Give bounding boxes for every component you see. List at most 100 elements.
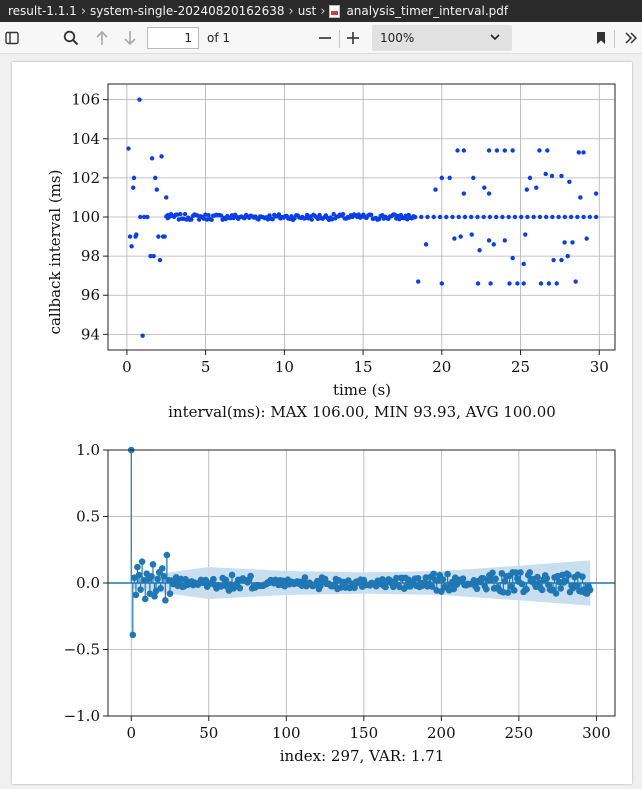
search-button[interactable] (60, 22, 82, 54)
minus-icon (319, 37, 331, 39)
data-point (196, 217, 202, 222)
data-point (573, 279, 578, 284)
previous-page-button[interactable] (92, 22, 112, 54)
data-point (218, 213, 224, 218)
data-point (129, 244, 134, 249)
data-point (543, 214, 549, 220)
acf-caption: index: 297, VAR: 1.71 (280, 747, 445, 765)
bookmark-button[interactable] (592, 22, 610, 54)
pdf-file-icon (329, 4, 341, 18)
x-tick-label: 25 (511, 358, 530, 376)
acf-marker (134, 563, 141, 571)
data-point (575, 214, 580, 220)
acf-marker (538, 586, 546, 594)
data-point (477, 248, 482, 253)
acf-marker (510, 587, 518, 594)
breadcrumb-item[interactable]: result-1.1.1 (8, 4, 77, 18)
y-tick-label: 96 (81, 286, 100, 304)
zoom-in-button[interactable] (343, 22, 363, 54)
breadcrumb-item[interactable]: ust (297, 4, 317, 18)
data-point (488, 281, 493, 286)
data-point (525, 214, 530, 220)
acf-marker (141, 595, 149, 603)
data-point (415, 279, 421, 284)
data-point (523, 232, 528, 237)
scatter-y-axis-label: callback interval (ms) (46, 170, 64, 335)
data-point (148, 253, 153, 259)
data-point (570, 240, 575, 245)
data-point (182, 211, 188, 217)
data-point (510, 148, 515, 153)
data-point (531, 214, 536, 220)
sidebar-toggle-button[interactable] (2, 22, 22, 54)
data-point (127, 234, 133, 239)
x-tick-label: 50 (199, 724, 218, 742)
toolbar-divider (614, 30, 615, 48)
breadcrumb-file[interactable]: analysis_timer_interval.pdf (346, 4, 509, 18)
data-point (471, 175, 476, 181)
next-page-button[interactable] (120, 22, 140, 54)
page-number-input[interactable]: 1 (147, 27, 199, 49)
data-point (419, 214, 424, 220)
data-point (534, 185, 539, 190)
x-tick-label: 5 (201, 358, 211, 376)
data-point (581, 150, 586, 155)
data-point (475, 281, 481, 286)
acf-marker (138, 558, 146, 566)
data-point (309, 217, 314, 222)
data-point (568, 214, 574, 220)
data-point (340, 212, 346, 217)
data-point (137, 97, 142, 102)
acf-chart: 0 50 100 150 200 250 300 −1.0 −0.5 0.0 0.5 1.0 (64, 441, 616, 742)
y-tick-label: 94 (81, 325, 100, 343)
data-point (506, 214, 511, 220)
breadcrumb-item[interactable]: system-single-20240820162638 (90, 4, 285, 18)
data-point (369, 212, 374, 218)
x-tick-label: 0 (122, 358, 132, 376)
data-point (494, 148, 500, 153)
data-point (154, 187, 160, 192)
data-point (475, 214, 480, 220)
data-point (593, 214, 599, 220)
data-point (439, 281, 445, 286)
data-point (437, 214, 443, 220)
data-point (450, 214, 455, 220)
data-point (162, 234, 167, 239)
data-point (165, 212, 171, 218)
y-tick-label: 0.5 (76, 508, 100, 526)
data-point (502, 148, 507, 153)
acf-marker (483, 585, 490, 593)
data-point (521, 261, 526, 267)
chevron-double-right-icon (625, 32, 638, 44)
data-point (562, 240, 567, 245)
acf-marker (382, 583, 389, 591)
acf-marker (163, 551, 171, 559)
acf-marker (565, 571, 572, 579)
acf-marker (414, 574, 422, 582)
data-point (130, 185, 136, 190)
acf-marker (552, 590, 560, 597)
data-point (134, 232, 139, 237)
data-point (425, 214, 430, 220)
zoom-select[interactable]: 100% (372, 25, 512, 51)
y-tick-label: 98 (81, 247, 100, 265)
zoom-out-button[interactable] (315, 22, 335, 54)
zoom-value: 100% (380, 31, 415, 45)
acf-marker (157, 585, 165, 592)
data-point (156, 234, 161, 239)
data-point (556, 214, 561, 220)
more-tools-button[interactable] (622, 22, 640, 54)
y-tick-label: 1.0 (76, 441, 100, 459)
data-point (267, 213, 272, 218)
x-tick-label: 20 (432, 358, 451, 376)
data-point (131, 175, 137, 181)
data-point (507, 281, 512, 286)
acf-marker (151, 593, 158, 600)
acf-marker (236, 584, 244, 592)
scatter-x-axis-label: time (s) (333, 381, 391, 399)
bookmark-icon (597, 32, 605, 44)
acf-marker (562, 577, 569, 584)
data-point (276, 212, 282, 217)
acf-marker (489, 569, 496, 577)
acf-marker (523, 586, 530, 593)
